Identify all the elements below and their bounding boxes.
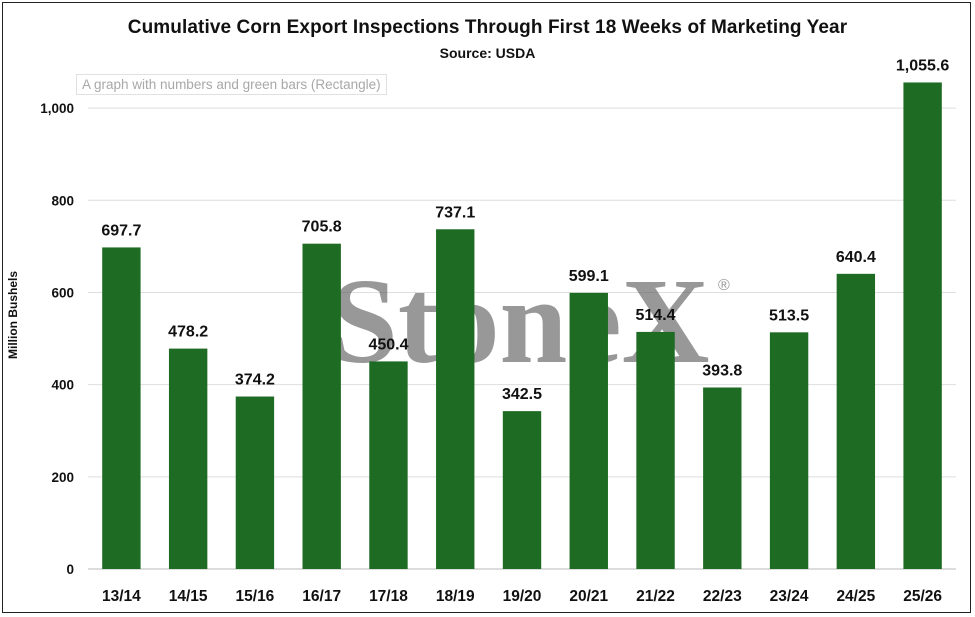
bar <box>903 82 942 570</box>
bar-value-label: 737.1 <box>435 204 475 221</box>
data-labels: 697.7 478.2 374.2 705.8 450.4 737.1 342.5 599.1… <box>101 57 949 403</box>
x-tick-label: 25/26 <box>903 588 942 605</box>
image-alt-label: A graph with numbers and green bars (Rec… <box>76 74 387 95</box>
bar <box>235 396 275 569</box>
bar-value-label: 393.8 <box>702 362 742 379</box>
registered-mark: ® <box>718 277 730 294</box>
x-tick-label: 18/19 <box>436 588 475 605</box>
y-tick-label: 1,000 <box>40 101 74 116</box>
bar-value-label: 599.1 <box>569 268 609 285</box>
bar <box>769 332 809 569</box>
bar-value-label: 514.4 <box>636 307 676 324</box>
bar-value-label: 478.2 <box>168 324 208 341</box>
bar-value-label: 705.8 <box>302 219 342 236</box>
bars <box>102 82 942 570</box>
chart-subtitle: Source: USDA <box>439 45 536 61</box>
bar <box>302 243 341 569</box>
bar <box>636 331 675 569</box>
x-tick-label: 15/16 <box>236 588 275 605</box>
x-tick-label: 17/18 <box>369 588 408 605</box>
bar <box>369 361 408 569</box>
x-tick-label: 19/20 <box>503 588 542 605</box>
bar <box>569 292 608 569</box>
bar <box>502 411 542 569</box>
x-tick-label: 16/17 <box>302 588 341 605</box>
bar <box>102 247 141 570</box>
x-tick-label: 24/25 <box>836 588 875 605</box>
bar-value-label: 640.4 <box>836 249 876 266</box>
bar-value-label: 697.7 <box>101 222 141 239</box>
y-tick-label: 200 <box>51 470 74 485</box>
x-tick-label: 23/24 <box>770 588 809 605</box>
bar-value-label: 374.2 <box>235 372 275 389</box>
bar-value-label: 342.5 <box>502 386 542 403</box>
x-axis-ticks: 13/14 14/15 15/16 16/17 17/18 18/19 19/20 20/21… <box>102 588 942 605</box>
x-tick-label: 22/23 <box>703 588 742 605</box>
x-tick-label: 21/22 <box>636 588 675 605</box>
bar-value-label: 1,055.6 <box>896 57 949 74</box>
x-tick-label: 14/15 <box>169 588 208 605</box>
bar <box>436 229 475 569</box>
y-axis-ticks: 0 200 400 600 800 1,000 <box>40 101 74 577</box>
y-axis-label: Million Bushels <box>6 270 20 360</box>
gridlines <box>88 107 956 570</box>
y-tick-label: 400 <box>51 378 74 393</box>
bar <box>168 348 208 569</box>
bar-value-label: 450.4 <box>368 336 408 353</box>
x-tick-label: 20/21 <box>569 588 608 605</box>
bar-value-label: 513.5 <box>769 307 809 324</box>
y-tick-label: 600 <box>51 285 74 300</box>
y-tick-label: 0 <box>66 562 74 577</box>
bar <box>836 273 876 569</box>
y-tick-label: 800 <box>51 193 74 208</box>
chart-title: Cumulative Corn Export Inspections Throu… <box>127 17 848 38</box>
bar <box>703 387 742 569</box>
x-tick-label: 13/14 <box>102 588 141 605</box>
